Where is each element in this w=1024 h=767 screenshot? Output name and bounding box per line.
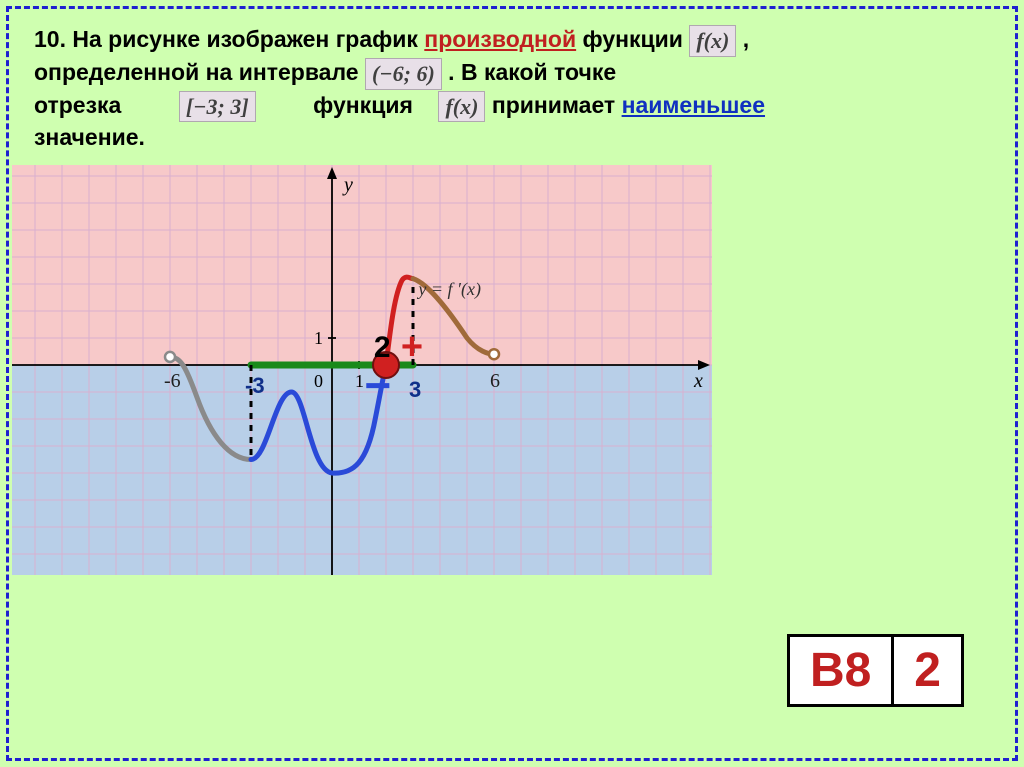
svg-text:x: x [693, 370, 703, 392]
question-text: 10. На рисунке изображен график производ… [34, 24, 984, 153]
q-t: , [743, 26, 749, 52]
q-t: функция [313, 92, 419, 118]
svg-text:−: − [364, 359, 391, 411]
q-minimum: наименьшее [622, 92, 765, 118]
answer-value: 2 [893, 636, 963, 706]
svg-text:y: y [342, 174, 353, 196]
derivative-chart: +−2 y x 0 1 1 -6 6 -3 3 y = f ′(x) [12, 165, 712, 575]
svg-text:1: 1 [355, 371, 364, 391]
svg-text:2: 2 [374, 331, 391, 364]
svg-text:1: 1 [314, 328, 323, 348]
q-derivative: производной [424, 26, 576, 52]
svg-text:+: + [401, 326, 423, 368]
fx-formula: f(x) [689, 25, 736, 57]
svg-text:y = f ′(x): y = f ′(x) [416, 279, 481, 300]
svg-text:6: 6 [490, 370, 500, 392]
svg-text:3: 3 [409, 377, 421, 402]
q-t: определенной на интервале [34, 59, 365, 85]
svg-text:-3: -3 [245, 373, 265, 398]
interval2: [−3; 3] [179, 91, 256, 123]
svg-text:0: 0 [314, 371, 323, 391]
interval1: (−6; 6) [365, 58, 442, 90]
q-t: функции [583, 26, 690, 52]
q-t: значение. [34, 124, 145, 150]
q-t: принимает [492, 92, 622, 118]
q-num: 10. [34, 26, 66, 52]
svg-text:-6: -6 [164, 370, 181, 392]
answer-table: В8 2 [787, 634, 964, 707]
q-t: На рисунке изображен график [72, 26, 424, 52]
q-t: отрезка [34, 92, 128, 118]
q-t: . В какой точке [448, 59, 616, 85]
fx-formula-2: f(x) [438, 91, 485, 123]
answer-label: В8 [788, 636, 892, 706]
